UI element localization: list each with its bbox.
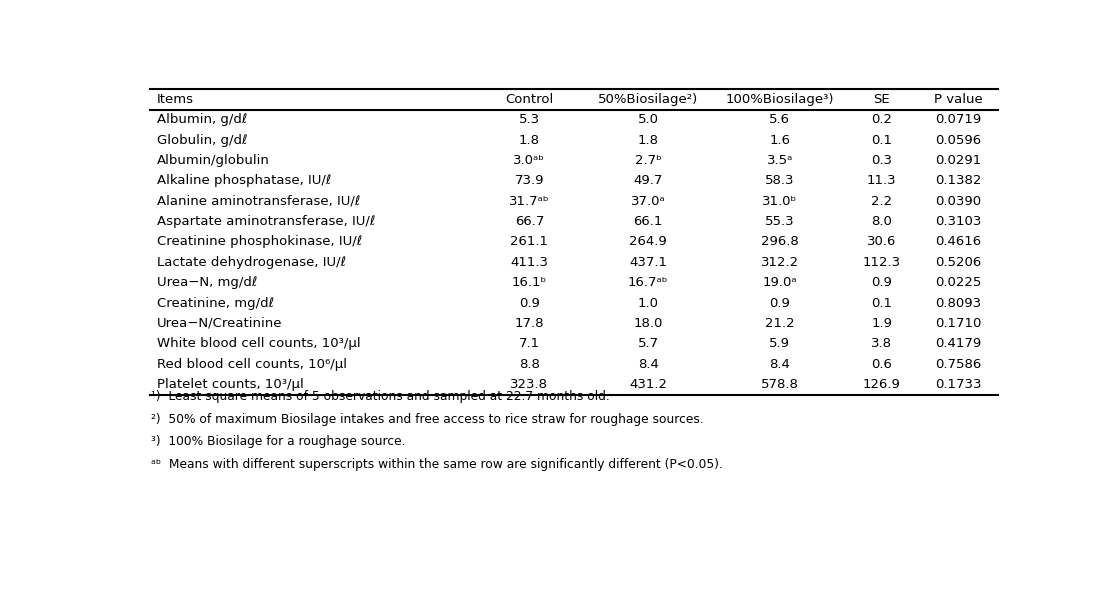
Text: 5.3: 5.3	[519, 113, 540, 126]
Text: 0.1733: 0.1733	[935, 378, 981, 391]
Text: Aspartate aminotransferase, IU/ℓ: Aspartate aminotransferase, IU/ℓ	[156, 215, 375, 228]
Text: 0.1: 0.1	[871, 297, 892, 309]
Text: 49.7: 49.7	[634, 174, 663, 187]
Text: 66.1: 66.1	[634, 215, 663, 228]
Text: 296.8: 296.8	[761, 235, 799, 249]
Text: Control: Control	[506, 93, 554, 106]
Text: Globulin, g/dℓ: Globulin, g/dℓ	[156, 134, 247, 147]
Text: 0.4179: 0.4179	[935, 337, 981, 350]
Text: 0.9: 0.9	[770, 297, 790, 309]
Text: 5.6: 5.6	[770, 113, 790, 126]
Text: 0.8093: 0.8093	[935, 297, 981, 309]
Text: White blood cell counts, 10³/μl: White blood cell counts, 10³/μl	[156, 337, 360, 350]
Text: 1.8: 1.8	[519, 134, 540, 147]
Text: 16.7ᵃᵇ: 16.7ᵃᵇ	[628, 276, 668, 289]
Text: 0.1710: 0.1710	[935, 317, 981, 330]
Text: 73.9: 73.9	[515, 174, 544, 187]
Text: SE: SE	[873, 93, 890, 106]
Text: 0.4616: 0.4616	[935, 235, 981, 249]
Text: Creatinine phosphokinase, IU/ℓ: Creatinine phosphokinase, IU/ℓ	[156, 235, 362, 249]
Text: Red blood cell counts, 10⁶/μl: Red blood cell counts, 10⁶/μl	[156, 358, 346, 370]
Text: 312.2: 312.2	[761, 256, 799, 269]
Text: Items: Items	[156, 93, 194, 106]
Text: 0.3: 0.3	[871, 154, 892, 167]
Text: ²)  50% of maximum Biosilage intakes and free access to rice straw for roughage : ²) 50% of maximum Biosilage intakes and …	[152, 413, 704, 426]
Text: 0.9: 0.9	[519, 297, 540, 309]
Text: 126.9: 126.9	[862, 378, 900, 391]
Text: 0.5206: 0.5206	[935, 256, 981, 269]
Text: 0.0291: 0.0291	[935, 154, 981, 167]
Text: 323.8: 323.8	[510, 378, 548, 391]
Text: 1.8: 1.8	[637, 134, 658, 147]
Text: 1.6: 1.6	[770, 134, 790, 147]
Text: Urea−N, mg/dℓ: Urea−N, mg/dℓ	[156, 276, 257, 289]
Text: 17.8: 17.8	[515, 317, 544, 330]
Text: 11.3: 11.3	[867, 174, 897, 187]
Text: 100%Biosilage³): 100%Biosilage³)	[725, 93, 834, 106]
Text: Platelet counts, 10³/μl: Platelet counts, 10³/μl	[156, 378, 303, 391]
Text: 437.1: 437.1	[629, 256, 667, 269]
Text: 1.9: 1.9	[871, 317, 892, 330]
Text: 8.4: 8.4	[638, 358, 658, 370]
Text: 2.7ᵇ: 2.7ᵇ	[635, 154, 662, 167]
Text: 50%Biosilage²): 50%Biosilage²)	[598, 93, 698, 106]
Text: 0.0225: 0.0225	[935, 276, 981, 289]
Text: ¹)  Least square means of 5 observations and sampled at 22.7 months old.: ¹) Least square means of 5 observations …	[152, 390, 610, 403]
Text: Alanine aminotransferase, IU/ℓ: Alanine aminotransferase, IU/ℓ	[156, 195, 360, 208]
Text: 31.7ᵃᵇ: 31.7ᵃᵇ	[509, 195, 549, 208]
Text: ᵃᵇ  Means with different superscripts within the same row are significantly diff: ᵃᵇ Means with different superscripts wit…	[152, 457, 723, 471]
Text: 0.2: 0.2	[871, 113, 892, 126]
Text: 55.3: 55.3	[765, 215, 794, 228]
Text: 2.2: 2.2	[871, 195, 892, 208]
Text: 0.1: 0.1	[871, 134, 892, 147]
Text: 16.1ᵇ: 16.1ᵇ	[511, 276, 547, 289]
Text: 5.7: 5.7	[637, 337, 658, 350]
Text: 19.0ᵃ: 19.0ᵃ	[762, 276, 797, 289]
Text: 8.4: 8.4	[770, 358, 790, 370]
Text: 3.8: 3.8	[871, 337, 892, 350]
Text: 261.1: 261.1	[510, 235, 548, 249]
Text: 264.9: 264.9	[629, 235, 667, 249]
Text: 31.0ᵇ: 31.0ᵇ	[762, 195, 798, 208]
Text: 66.7: 66.7	[515, 215, 544, 228]
Text: 5.9: 5.9	[770, 337, 790, 350]
Text: Albumin, g/dℓ: Albumin, g/dℓ	[156, 113, 247, 126]
Text: ³)  100% Biosilage for a roughage source.: ³) 100% Biosilage for a roughage source.	[152, 435, 405, 448]
Text: 0.9: 0.9	[871, 276, 892, 289]
Text: 5.0: 5.0	[637, 113, 658, 126]
Text: 8.0: 8.0	[871, 215, 892, 228]
Text: 18.0: 18.0	[634, 317, 663, 330]
Text: 0.0719: 0.0719	[935, 113, 981, 126]
Text: 8.8: 8.8	[519, 358, 540, 370]
Text: 37.0ᵃ: 37.0ᵃ	[631, 195, 665, 208]
Text: 30.6: 30.6	[867, 235, 897, 249]
Text: Creatinine, mg/dℓ: Creatinine, mg/dℓ	[156, 297, 274, 309]
Text: 0.6: 0.6	[871, 358, 892, 370]
Text: 0.3103: 0.3103	[935, 215, 981, 228]
Text: 21.2: 21.2	[765, 317, 794, 330]
Text: Albumin/globulin: Albumin/globulin	[156, 154, 270, 167]
Text: Alkaline phosphatase, IU/ℓ: Alkaline phosphatase, IU/ℓ	[156, 174, 331, 187]
Text: Urea−N/Creatinine: Urea−N/Creatinine	[156, 317, 282, 330]
Text: 0.0390: 0.0390	[935, 195, 981, 208]
Text: 431.2: 431.2	[629, 378, 667, 391]
Text: Lactate dehydrogenase, IU/ℓ: Lactate dehydrogenase, IU/ℓ	[156, 256, 345, 269]
Text: 0.1382: 0.1382	[935, 174, 981, 187]
Text: 58.3: 58.3	[765, 174, 794, 187]
Text: 0.0596: 0.0596	[935, 134, 981, 147]
Text: 112.3: 112.3	[862, 256, 900, 269]
Text: 0.7586: 0.7586	[935, 358, 981, 370]
Text: 578.8: 578.8	[761, 378, 799, 391]
Text: P value: P value	[934, 93, 983, 106]
Text: 1.0: 1.0	[637, 297, 658, 309]
Text: 3.0ᵃᵇ: 3.0ᵃᵇ	[514, 154, 546, 167]
Text: 7.1: 7.1	[519, 337, 540, 350]
Text: 3.5ᵃ: 3.5ᵃ	[766, 154, 793, 167]
Text: 411.3: 411.3	[510, 256, 548, 269]
